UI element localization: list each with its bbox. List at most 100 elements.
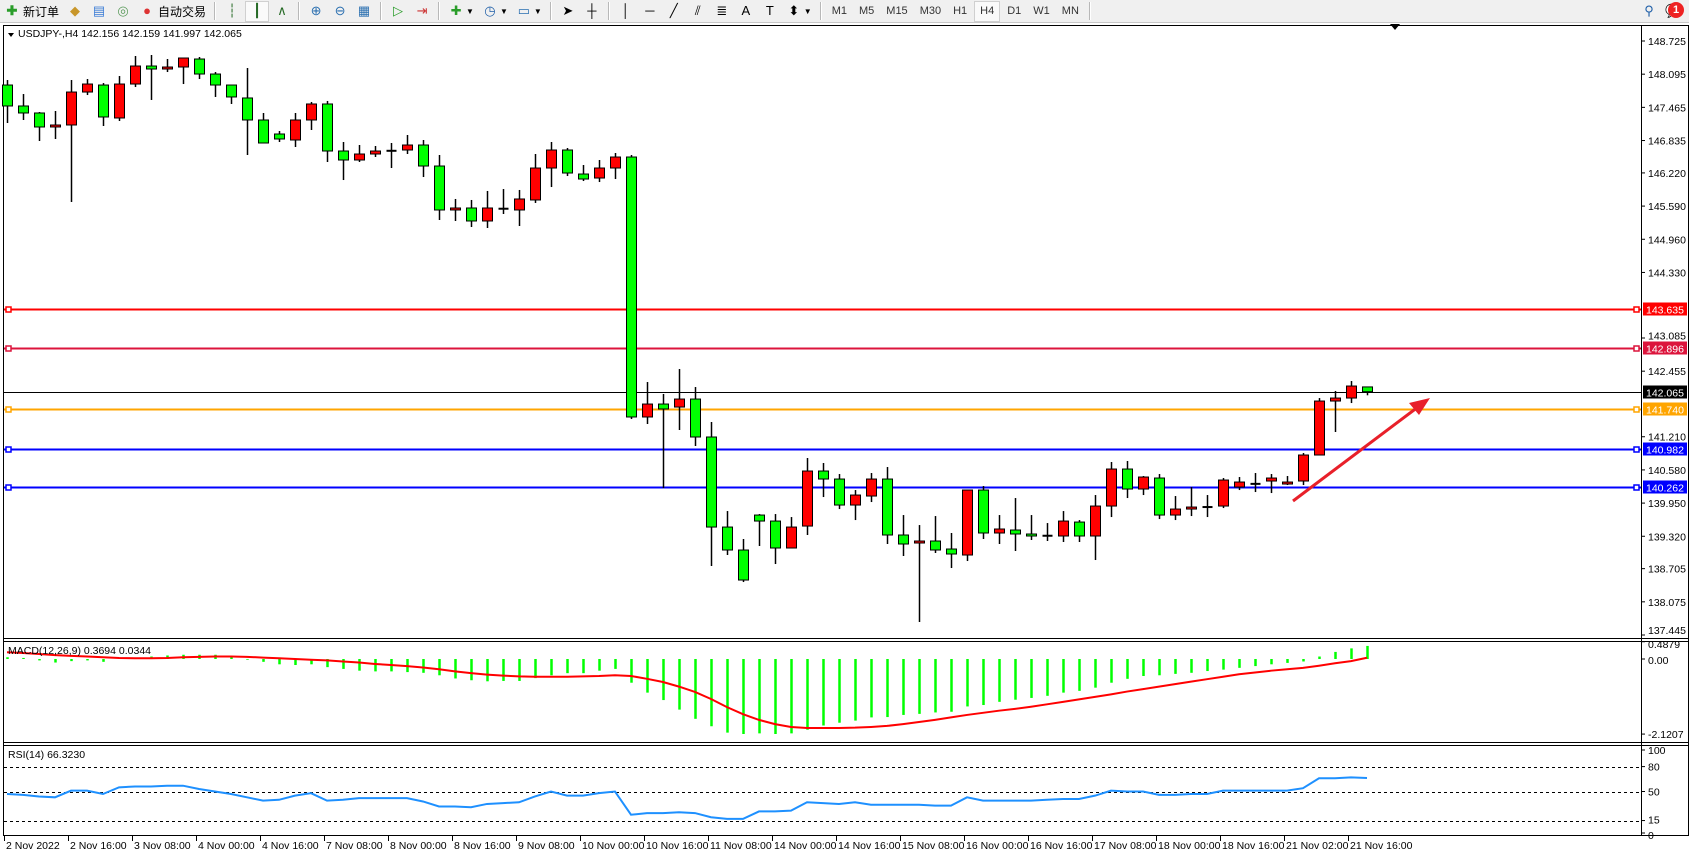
new-order-button[interactable]: ✚ 新订单	[1, 1, 62, 22]
timeframe-d1[interactable]: D1	[1007, 5, 1022, 17]
candle	[514, 189, 525, 226]
zoom-out-icon: ⊖	[334, 3, 346, 18]
text-label-button[interactable]: T	[759, 1, 781, 22]
auto-scroll-icon: ▷	[393, 3, 404, 18]
trendline-button[interactable]: ╱	[663, 1, 685, 22]
candle-body	[1266, 477, 1277, 482]
rsi-pane	[4, 767, 1641, 822]
candle-body	[2, 84, 13, 107]
candle-body	[370, 150, 381, 155]
new-order-icon: ✚	[6, 3, 18, 18]
periods-button[interactable]: ◷ ▼	[479, 1, 511, 22]
periods-clock-icon: ◷	[484, 3, 496, 18]
arrows-button[interactable]: ⬍ ▼	[783, 1, 815, 22]
candle	[194, 57, 205, 80]
price-tick-label: 148.095	[1648, 69, 1686, 81]
candle-body	[242, 97, 253, 121]
candle	[1138, 476, 1149, 496]
candle	[658, 393, 669, 489]
candlestick-button[interactable]: ┃	[245, 0, 270, 22]
candle	[386, 143, 397, 169]
candle-body	[1346, 385, 1357, 399]
level-price-tag	[1643, 302, 1687, 316]
line-handle	[1633, 406, 1640, 413]
macd-tick-label: 0.00	[1648, 655, 1669, 667]
auto-scroll-button[interactable]: ▷	[387, 1, 409, 22]
tile-windows-button[interactable]: ▦	[353, 1, 375, 22]
candle	[1250, 473, 1261, 493]
candle	[642, 382, 653, 424]
caret-down-icon: ▼	[466, 6, 474, 16]
candle	[178, 57, 189, 85]
line-chart-button[interactable]: ∧	[271, 1, 293, 22]
candle	[18, 94, 29, 120]
candle-body	[834, 478, 845, 506]
candle	[1122, 461, 1133, 499]
candle	[274, 130, 285, 143]
candle-body	[1058, 520, 1069, 537]
candle	[578, 165, 589, 182]
gold-button[interactable]: ◆	[64, 1, 86, 22]
candle	[818, 463, 829, 498]
crosshair-button[interactable]: ┼	[581, 1, 603, 22]
level-price-tag	[1643, 442, 1687, 456]
price-tick-label: 141.210	[1648, 432, 1686, 444]
zoom-in-button[interactable]: ⊕	[305, 1, 327, 22]
timeframe-mn[interactable]: MN	[1061, 5, 1079, 17]
candle	[690, 387, 701, 447]
caret-down-icon: ▼	[533, 6, 542, 16]
vertical-line-button[interactable]: │	[615, 1, 637, 22]
timeframe-m1[interactable]: M1	[831, 5, 847, 17]
chart-header: USDJPY-,H4 142.156 142.159 141.997 142.0…	[18, 28, 242, 40]
price-tick-label: 138.705	[1648, 564, 1686, 576]
candle-body	[626, 156, 637, 418]
candle-body	[290, 119, 301, 141]
fibonacci-button[interactable]: ⫽	[687, 1, 709, 22]
timeframe-w1[interactable]: W1	[1033, 5, 1050, 17]
separator	[438, 2, 441, 20]
line-handle	[5, 306, 12, 313]
level-price-label: 142.896	[1646, 344, 1684, 356]
signal-button[interactable]: ◎	[112, 1, 134, 22]
candle-body	[338, 150, 349, 161]
candle	[130, 56, 141, 88]
candle-body	[1234, 481, 1245, 488]
auto-trading-button[interactable]: ● 自动交易	[136, 1, 209, 22]
market-watch-button[interactable]: ▤	[88, 1, 110, 22]
cursor-button[interactable]: ➤	[557, 1, 579, 22]
candle	[242, 68, 253, 156]
timeframe-m15[interactable]: M15	[886, 5, 908, 17]
candle-body	[1026, 533, 1037, 537]
candle	[402, 134, 413, 155]
candle-body	[786, 526, 797, 549]
text-button[interactable]: A	[735, 1, 757, 22]
bar-chart-button[interactable]: ┆	[221, 1, 243, 22]
timeframe-m30[interactable]: M30	[919, 5, 942, 17]
candle	[562, 148, 573, 177]
zoom-out-button[interactable]: ⊖	[329, 1, 351, 22]
search-icon: ⚲	[1644, 3, 1654, 18]
candle-body	[946, 548, 957, 555]
timeframe-m5[interactable]: M5	[859, 5, 875, 17]
time-label: 21 Nov 16:00	[1350, 840, 1413, 852]
timeframe-h4[interactable]: H4	[974, 0, 1001, 22]
search-button[interactable]: ⚲	[1638, 1, 1660, 22]
candle	[674, 369, 685, 430]
templates-button[interactable]: ▭ ▼	[513, 1, 545, 22]
candle-body	[466, 207, 477, 222]
chart-shift-icon: ⇥	[416, 3, 428, 18]
time-label: 2 Nov 2022	[6, 840, 60, 852]
time-label: 16 Nov 00:00	[966, 840, 1029, 852]
horizontal-line-button[interactable]: ─	[639, 1, 661, 22]
notification-button[interactable]: 💬1	[1662, 1, 1688, 22]
timeframe-h1[interactable]: H1	[953, 5, 968, 17]
indicators-button[interactable]: ✚ ▼	[445, 1, 477, 22]
chart-shift-button[interactable]: ⇥	[411, 1, 433, 22]
current-price-tag	[1643, 385, 1687, 399]
signal-icon: ◎	[117, 3, 129, 18]
candle-body	[226, 84, 237, 98]
fibo-fan-button[interactable]: ≣	[711, 1, 733, 22]
line-chart-icon: ∧	[277, 3, 287, 18]
candle	[146, 55, 157, 100]
